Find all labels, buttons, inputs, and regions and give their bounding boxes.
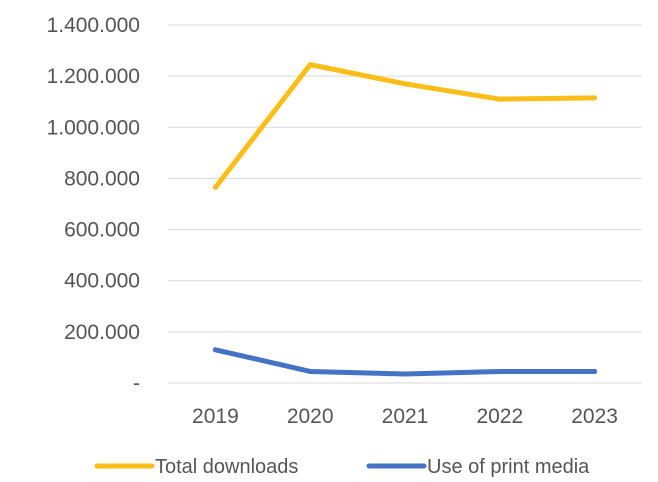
gridlines (168, 24, 642, 384)
y-axis-tick-labels: - 200.000 400.000 600.000 800.000 1.000.000 1.… (47, 14, 140, 395)
series-line-1 (212, 347, 598, 377)
legend: Total downloads Use of print media (94, 456, 590, 478)
data-point (212, 347, 218, 353)
data-point (307, 62, 313, 68)
y-tick-label: 800.000 (64, 167, 140, 190)
y-tick-label: 400.000 (64, 270, 140, 293)
x-tick-label: 2021 (382, 405, 429, 428)
y-tick-label: 600.000 (64, 219, 140, 242)
x-axis-tick-labels: 2019 2020 2021 2022 2023 (192, 405, 618, 428)
data-point (592, 368, 598, 374)
y-tick-label: 1.200.000 (47, 65, 140, 88)
x-tick-label: 2020 (287, 405, 334, 428)
series-lines (212, 62, 598, 377)
x-tick-label: 2019 (192, 405, 239, 428)
x-tick-label: 2023 (571, 405, 618, 428)
data-point (497, 368, 503, 374)
data-point (497, 96, 503, 102)
legend-label: Use of print media (427, 456, 590, 478)
data-point (402, 81, 408, 87)
x-tick-label: 2022 (476, 405, 523, 428)
data-point (212, 184, 218, 190)
y-tick-label: 1.400.000 (47, 14, 140, 37)
y-tick-label: 1.000.000 (47, 116, 140, 139)
data-point (592, 95, 598, 101)
y-tick-label: - (133, 372, 140, 395)
legend-label: Total downloads (155, 456, 298, 478)
data-point (402, 371, 408, 377)
y-tick-label: 200.000 (64, 321, 140, 344)
data-point (307, 368, 313, 374)
